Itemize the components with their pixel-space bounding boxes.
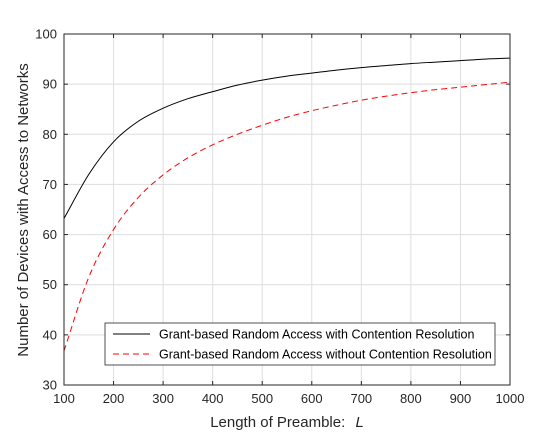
y-axis-label: Number of Devices with Access to Network… [15,63,32,356]
x-tick-label: 900 [450,391,472,406]
legend: Grant-based Random Access with Contentio… [104,322,496,366]
y-tick-label: 70 [43,177,57,192]
x-tick-label: 100 [53,391,75,406]
series-line-1 [63,57,511,219]
x-tick-label: 800 [400,391,422,406]
plot-frame [63,33,511,386]
y-tick-label: 30 [43,378,57,393]
x-axis: 100 200 300 400 500 600 700 800 900 1000 [53,34,524,406]
x-axis-variable: L [355,414,363,431]
y-tick-label: 50 [43,277,57,292]
x-axis-label-text: Length of Preamble: [210,414,345,431]
x-tick-label: 1000 [496,391,525,406]
x-tick-label: 700 [350,391,372,406]
legend-box [104,322,496,366]
y-tick-label: 100 [35,27,57,42]
x-tick-label: 300 [152,391,174,406]
y-tick-label: 60 [43,227,57,242]
y-axis: 30 40 50 60 70 80 90 100 [35,27,510,393]
y-tick-label: 90 [43,77,57,92]
y-tick-label: 80 [43,127,57,142]
x-tick-label: 600 [301,391,323,406]
series-line-2 [63,81,511,352]
x-tick-label: 200 [103,391,125,406]
legend-entry-1: Grant-based Random Access with Contentio… [159,328,474,342]
legend-entry-2: Grant-based Random Access without Conten… [159,348,492,362]
x-axis-label: Length of Preamble: L [210,414,364,431]
x-tick-label: 500 [251,391,273,406]
x-tick-label: 400 [202,391,224,406]
series-group [63,57,511,352]
y-tick-label: 40 [43,327,57,342]
